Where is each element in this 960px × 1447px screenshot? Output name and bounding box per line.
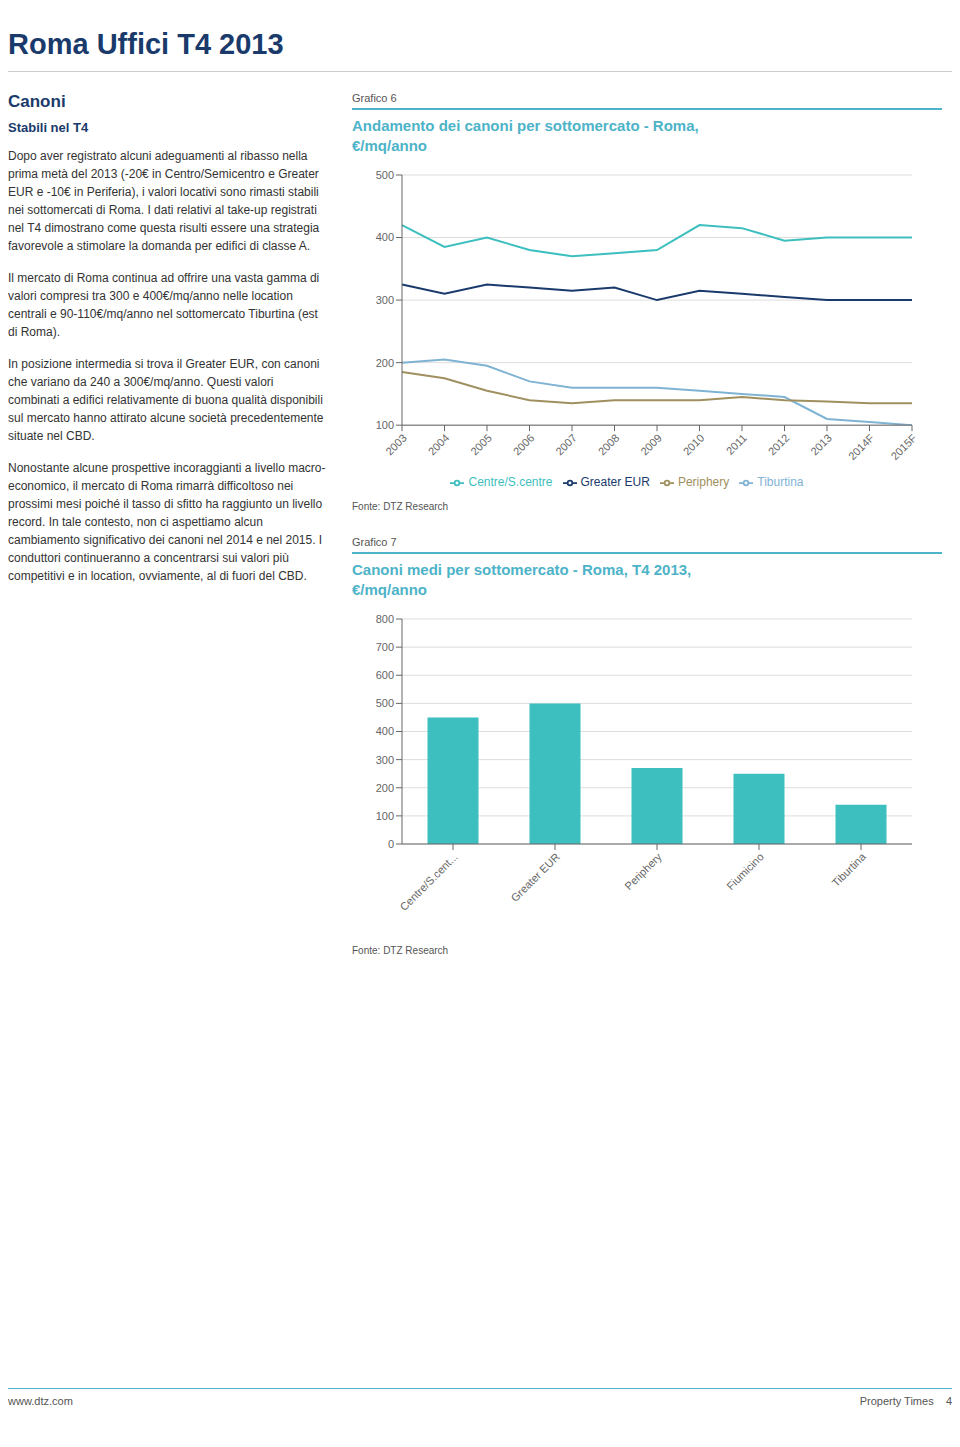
svg-text:2006: 2006: [511, 432, 537, 458]
html-text:Fonte: DTZ Research: Fonte: DTZ Research: [352, 945, 449, 956]
svg-text:2004: 2004: [426, 432, 452, 458]
svg-text:2007: 2007: [553, 432, 579, 458]
svg-text:400: 400: [376, 725, 394, 737]
html-text:Fonte: DTZ Research: Fonte: DTZ Research: [352, 501, 449, 512]
svg-text:0: 0: [388, 838, 394, 850]
svg-text:100: 100: [376, 419, 394, 431]
svg-text:Tiburtina: Tiburtina: [829, 850, 868, 889]
svg-text:2015F: 2015F: [888, 431, 919, 462]
svg-text:Periphery: Periphery: [622, 850, 664, 892]
html-text:Periphery: Periphery: [677, 475, 730, 490]
svg-text:2009: 2009: [638, 432, 664, 458]
html-text:Canoni: Canoni: [8, 92, 66, 111]
svg-text:2005: 2005: [468, 432, 494, 458]
html-text:Tiburtina: Tiburtina: [757, 475, 804, 490]
svg-text:400: 400: [376, 231, 394, 243]
svg-text:300: 300: [376, 294, 394, 306]
svg-text:800: 800: [376, 613, 394, 625]
html-text:Canoni medi per sottomercato -: Canoni medi per sottomercato - Roma, T4 …: [352, 561, 692, 598]
svg-text:Fiumicino: Fiumicino: [724, 850, 766, 892]
html-text:Grafico 7: Grafico 7: [352, 536, 397, 548]
html-text:Dopo aver registrato alcuni ad: Dopo aver registrato alcuni adeguamenti …: [8, 149, 320, 253]
svg-text:200: 200: [376, 357, 394, 369]
svg-text:2014F: 2014F: [846, 431, 877, 462]
svg-text:600: 600: [376, 669, 394, 681]
svg-text:2011: 2011: [724, 432, 749, 457]
html-text:Roma Uffici T4 2013: Roma Uffici T4 2013: [8, 28, 284, 60]
svg-text:2003: 2003: [383, 432, 409, 458]
svg-text:2013: 2013: [808, 432, 834, 458]
svg-text:300: 300: [376, 754, 394, 766]
svg-text:200: 200: [376, 782, 394, 794]
html-text:Stabili nel T4: Stabili nel T4: [8, 120, 89, 135]
svg-text:500: 500: [376, 169, 394, 181]
html-text:Property Times 4: Property Times 4: [859, 1395, 952, 1407]
svg-text:Centre/S.cent...: Centre/S.cent...: [397, 850, 460, 913]
svg-text:Greater EUR: Greater EUR: [508, 850, 561, 903]
html-text:Centre/S.centre: Centre/S.centre: [468, 475, 553, 490]
html-text:In posizione intermedia si tro: In posizione intermedia si trova il Grea…: [8, 357, 324, 443]
html-text:Il mercato di Roma continua ad: Il mercato di Roma continua ad offrire u…: [8, 271, 320, 339]
svg-text:500: 500: [376, 697, 394, 709]
html-text:www.dtz.com: www.dtz.com: [8, 1395, 73, 1407]
svg-text:100: 100: [376, 810, 394, 822]
svg-text:2012: 2012: [766, 432, 792, 458]
html-text:Nonostante alcune prospettive: Nonostante alcune prospettive incoraggia…: [8, 461, 326, 583]
html-text:Andamento dei canoni per sotto: Andamento dei canoni per sottomercato - …: [352, 117, 699, 154]
svg-text:2010: 2010: [681, 432, 707, 458]
svg-text:2008: 2008: [596, 432, 622, 458]
html-text:Greater EUR: Greater EUR: [580, 475, 650, 490]
svg-text:700: 700: [376, 641, 394, 653]
html-text:Grafico 6: Grafico 6: [352, 92, 397, 104]
